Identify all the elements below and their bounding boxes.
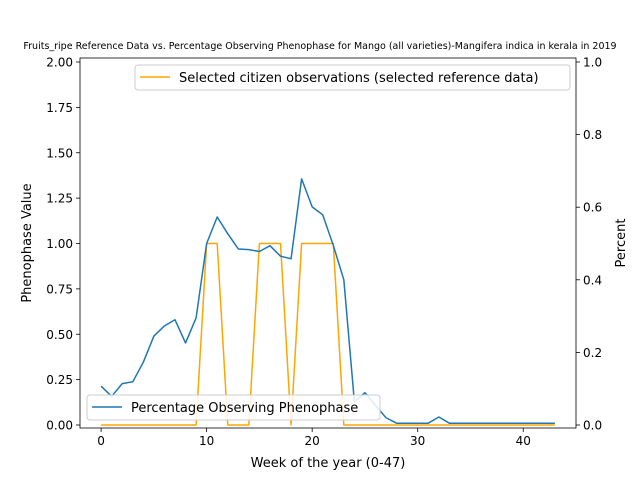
y-axis-left: 0.00 0.25 0.50 0.75 1.00 1.25 1.50 1.75 2.00 [46,56,80,433]
y-left-tick-label: 1.50 [46,146,73,160]
legend-reference-box [134,64,571,91]
y-left-tick-label: 2.00 [46,56,73,70]
x-axis-label: Week of the year (0-47) [251,456,406,471]
y-axis-right-label: Percent [614,219,629,268]
y-left-tick-label: 0.75 [46,282,73,296]
chart-title: Fruits_ripe Reference Data vs. Percentag… [23,41,616,52]
y-right-tick-label: 0.0 [583,419,602,433]
y-right-tick-label: 1.0 [583,56,602,70]
y-right-tick-label: 0.8 [583,128,602,142]
x-tick-label: 0 [97,434,105,448]
y-right-tick-label: 0.4 [583,273,602,287]
series-layer [100,178,555,426]
y-axis-right: 0.0 0.2 0.4 0.6 0.8 1.0 [576,56,602,433]
legend-reference-label: Selected citizen observations (selected … [179,71,539,86]
legend-percentage: Percentage Observing Phenophase [86,394,381,421]
y-left-tick-label: 1.25 [46,192,73,206]
y-left-tick-label: 0.00 [46,419,73,433]
x-tick-label: 10 [199,434,214,448]
x-tick-label: 30 [410,434,425,448]
y-left-tick-label: 1.75 [46,101,73,115]
x-tick-label: 20 [305,434,320,448]
legend-reference: Selected citizen observations (selected … [134,64,571,91]
x-axis: 0 10 20 30 40 [97,428,531,448]
series-line-percentage [100,178,555,424]
x-tick-label: 40 [516,434,531,448]
y-right-tick-label: 0.6 [583,201,602,215]
y-right-tick-label: 0.2 [583,346,602,360]
plot-area [79,57,577,429]
legend-percentage-label: Percentage Observing Phenophase [131,401,358,416]
y-left-tick-label: 0.25 [46,373,73,387]
legend-percentage-box [86,394,381,421]
y-left-tick-label: 0.50 [46,328,73,342]
series-line-reference [101,242,555,426]
y-left-tick-label: 1.00 [46,237,73,251]
plot-frame [79,57,577,429]
y-axis-left-label: Phenophase Value [20,183,35,302]
